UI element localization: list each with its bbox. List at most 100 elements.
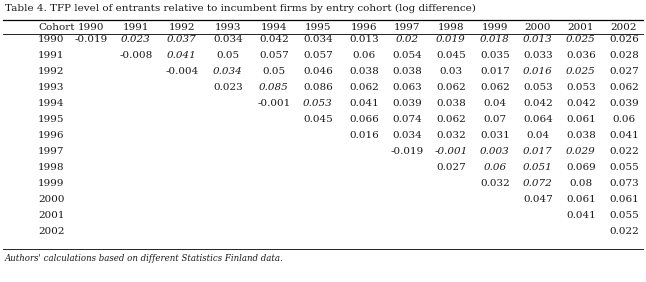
Text: 0.072: 0.072 [523,180,553,188]
Text: 0.064: 0.064 [523,116,553,124]
Text: -0.008: -0.008 [120,52,152,61]
Text: 0.086: 0.086 [303,83,333,92]
Text: 0.03: 0.03 [439,67,463,76]
Text: 0.034: 0.034 [392,131,422,140]
Text: 0.051: 0.051 [523,164,553,173]
Text: 1990: 1990 [78,23,104,32]
Text: -0.004: -0.004 [165,67,198,76]
Text: 1995: 1995 [38,116,65,124]
Text: 0.023: 0.023 [213,83,243,92]
Text: 1994: 1994 [38,100,65,109]
Text: 0.054: 0.054 [392,52,422,61]
Text: 0.053: 0.053 [566,83,596,92]
Text: Table 4. TFP level of entrants relative to incumbent firms by entry cohort (log : Table 4. TFP level of entrants relative … [5,4,476,13]
Text: 0.062: 0.062 [349,83,379,92]
Text: 0.025: 0.025 [566,67,596,76]
Text: 0.017: 0.017 [523,147,553,157]
Text: 1993: 1993 [214,23,241,32]
Text: 1997: 1997 [394,23,421,32]
Text: 0.061: 0.061 [566,116,596,124]
Text: 2000: 2000 [525,23,551,32]
Text: 0.04: 0.04 [483,100,506,109]
Text: 0.05: 0.05 [216,52,240,61]
Text: 0.034: 0.034 [213,67,243,76]
Text: 0.08: 0.08 [569,180,592,188]
Text: 0.013: 0.013 [349,36,379,45]
Text: 0.053: 0.053 [303,100,333,109]
Text: 0.016: 0.016 [523,67,553,76]
Text: 0.047: 0.047 [523,195,553,204]
Text: 0.07: 0.07 [483,116,506,124]
Text: 0.062: 0.062 [436,116,466,124]
Text: 2002: 2002 [38,228,65,237]
Text: 0.05: 0.05 [262,67,286,76]
Text: 0.041: 0.041 [609,131,639,140]
Text: 0.045: 0.045 [303,116,333,124]
Text: 1993: 1993 [38,83,65,92]
Text: Cohort: Cohort [38,23,74,32]
Text: 0.038: 0.038 [349,67,379,76]
Text: Authors' calculations based on different Statistics Finland data.: Authors' calculations based on different… [5,254,284,263]
Text: 0.041: 0.041 [167,52,197,61]
Text: 0.042: 0.042 [523,100,553,109]
Text: 1998: 1998 [38,164,65,173]
Text: 0.063: 0.063 [392,83,422,92]
Text: 0.074: 0.074 [392,116,422,124]
Text: 0.022: 0.022 [609,147,639,157]
Text: 0.037: 0.037 [167,36,197,45]
Text: 0.04: 0.04 [526,131,550,140]
Text: 1999: 1999 [482,23,508,32]
Text: 0.019: 0.019 [436,36,466,45]
Text: 0.033: 0.033 [523,52,553,61]
Text: 0.045: 0.045 [436,52,466,61]
Text: 0.038: 0.038 [392,67,422,76]
Text: 0.06: 0.06 [612,116,636,124]
Text: 0.026: 0.026 [609,36,639,45]
Text: 0.053: 0.053 [523,83,553,92]
Text: 2001: 2001 [568,23,594,32]
Text: 0.027: 0.027 [609,67,639,76]
Text: 0.069: 0.069 [566,164,596,173]
Text: 1999: 1999 [38,180,65,188]
Text: 0.041: 0.041 [349,100,379,109]
Text: 1996: 1996 [38,131,65,140]
Text: 1994: 1994 [261,23,287,32]
Text: 1998: 1998 [438,23,464,32]
Text: 0.085: 0.085 [259,83,289,92]
Text: 1995: 1995 [305,23,331,32]
Text: 0.055: 0.055 [609,164,639,173]
Text: 0.034: 0.034 [303,36,333,45]
Text: 0.039: 0.039 [392,100,422,109]
Text: 0.039: 0.039 [609,100,639,109]
Text: 0.061: 0.061 [566,195,596,204]
Text: 0.046: 0.046 [303,67,333,76]
Text: 0.028: 0.028 [609,52,639,61]
Text: 0.023: 0.023 [121,36,151,45]
Text: -0.001: -0.001 [434,147,468,157]
Text: 0.034: 0.034 [213,36,243,45]
Text: 1992: 1992 [169,23,195,32]
Text: 0.038: 0.038 [436,100,466,109]
Text: -0.019: -0.019 [390,147,424,157]
Text: 0.022: 0.022 [609,228,639,237]
Text: 0.017: 0.017 [480,67,510,76]
Text: -0.019: -0.019 [74,36,108,45]
Text: 0.02: 0.02 [395,36,419,45]
Text: 0.057: 0.057 [259,52,289,61]
Text: 0.066: 0.066 [349,116,379,124]
Text: 0.042: 0.042 [566,100,596,109]
Text: 0.062: 0.062 [480,83,510,92]
Text: 0.018: 0.018 [480,36,510,45]
Text: 1991: 1991 [38,52,65,61]
Text: 2001: 2001 [38,212,65,221]
Text: 0.073: 0.073 [609,180,639,188]
Text: 0.032: 0.032 [436,131,466,140]
Text: 0.029: 0.029 [566,147,596,157]
Text: 0.035: 0.035 [480,52,510,61]
Text: 0.041: 0.041 [566,212,596,221]
Text: 2002: 2002 [610,23,637,32]
Text: 0.055: 0.055 [609,212,639,221]
Text: 0.062: 0.062 [436,83,466,92]
Text: 1991: 1991 [123,23,149,32]
Text: 0.057: 0.057 [303,52,333,61]
